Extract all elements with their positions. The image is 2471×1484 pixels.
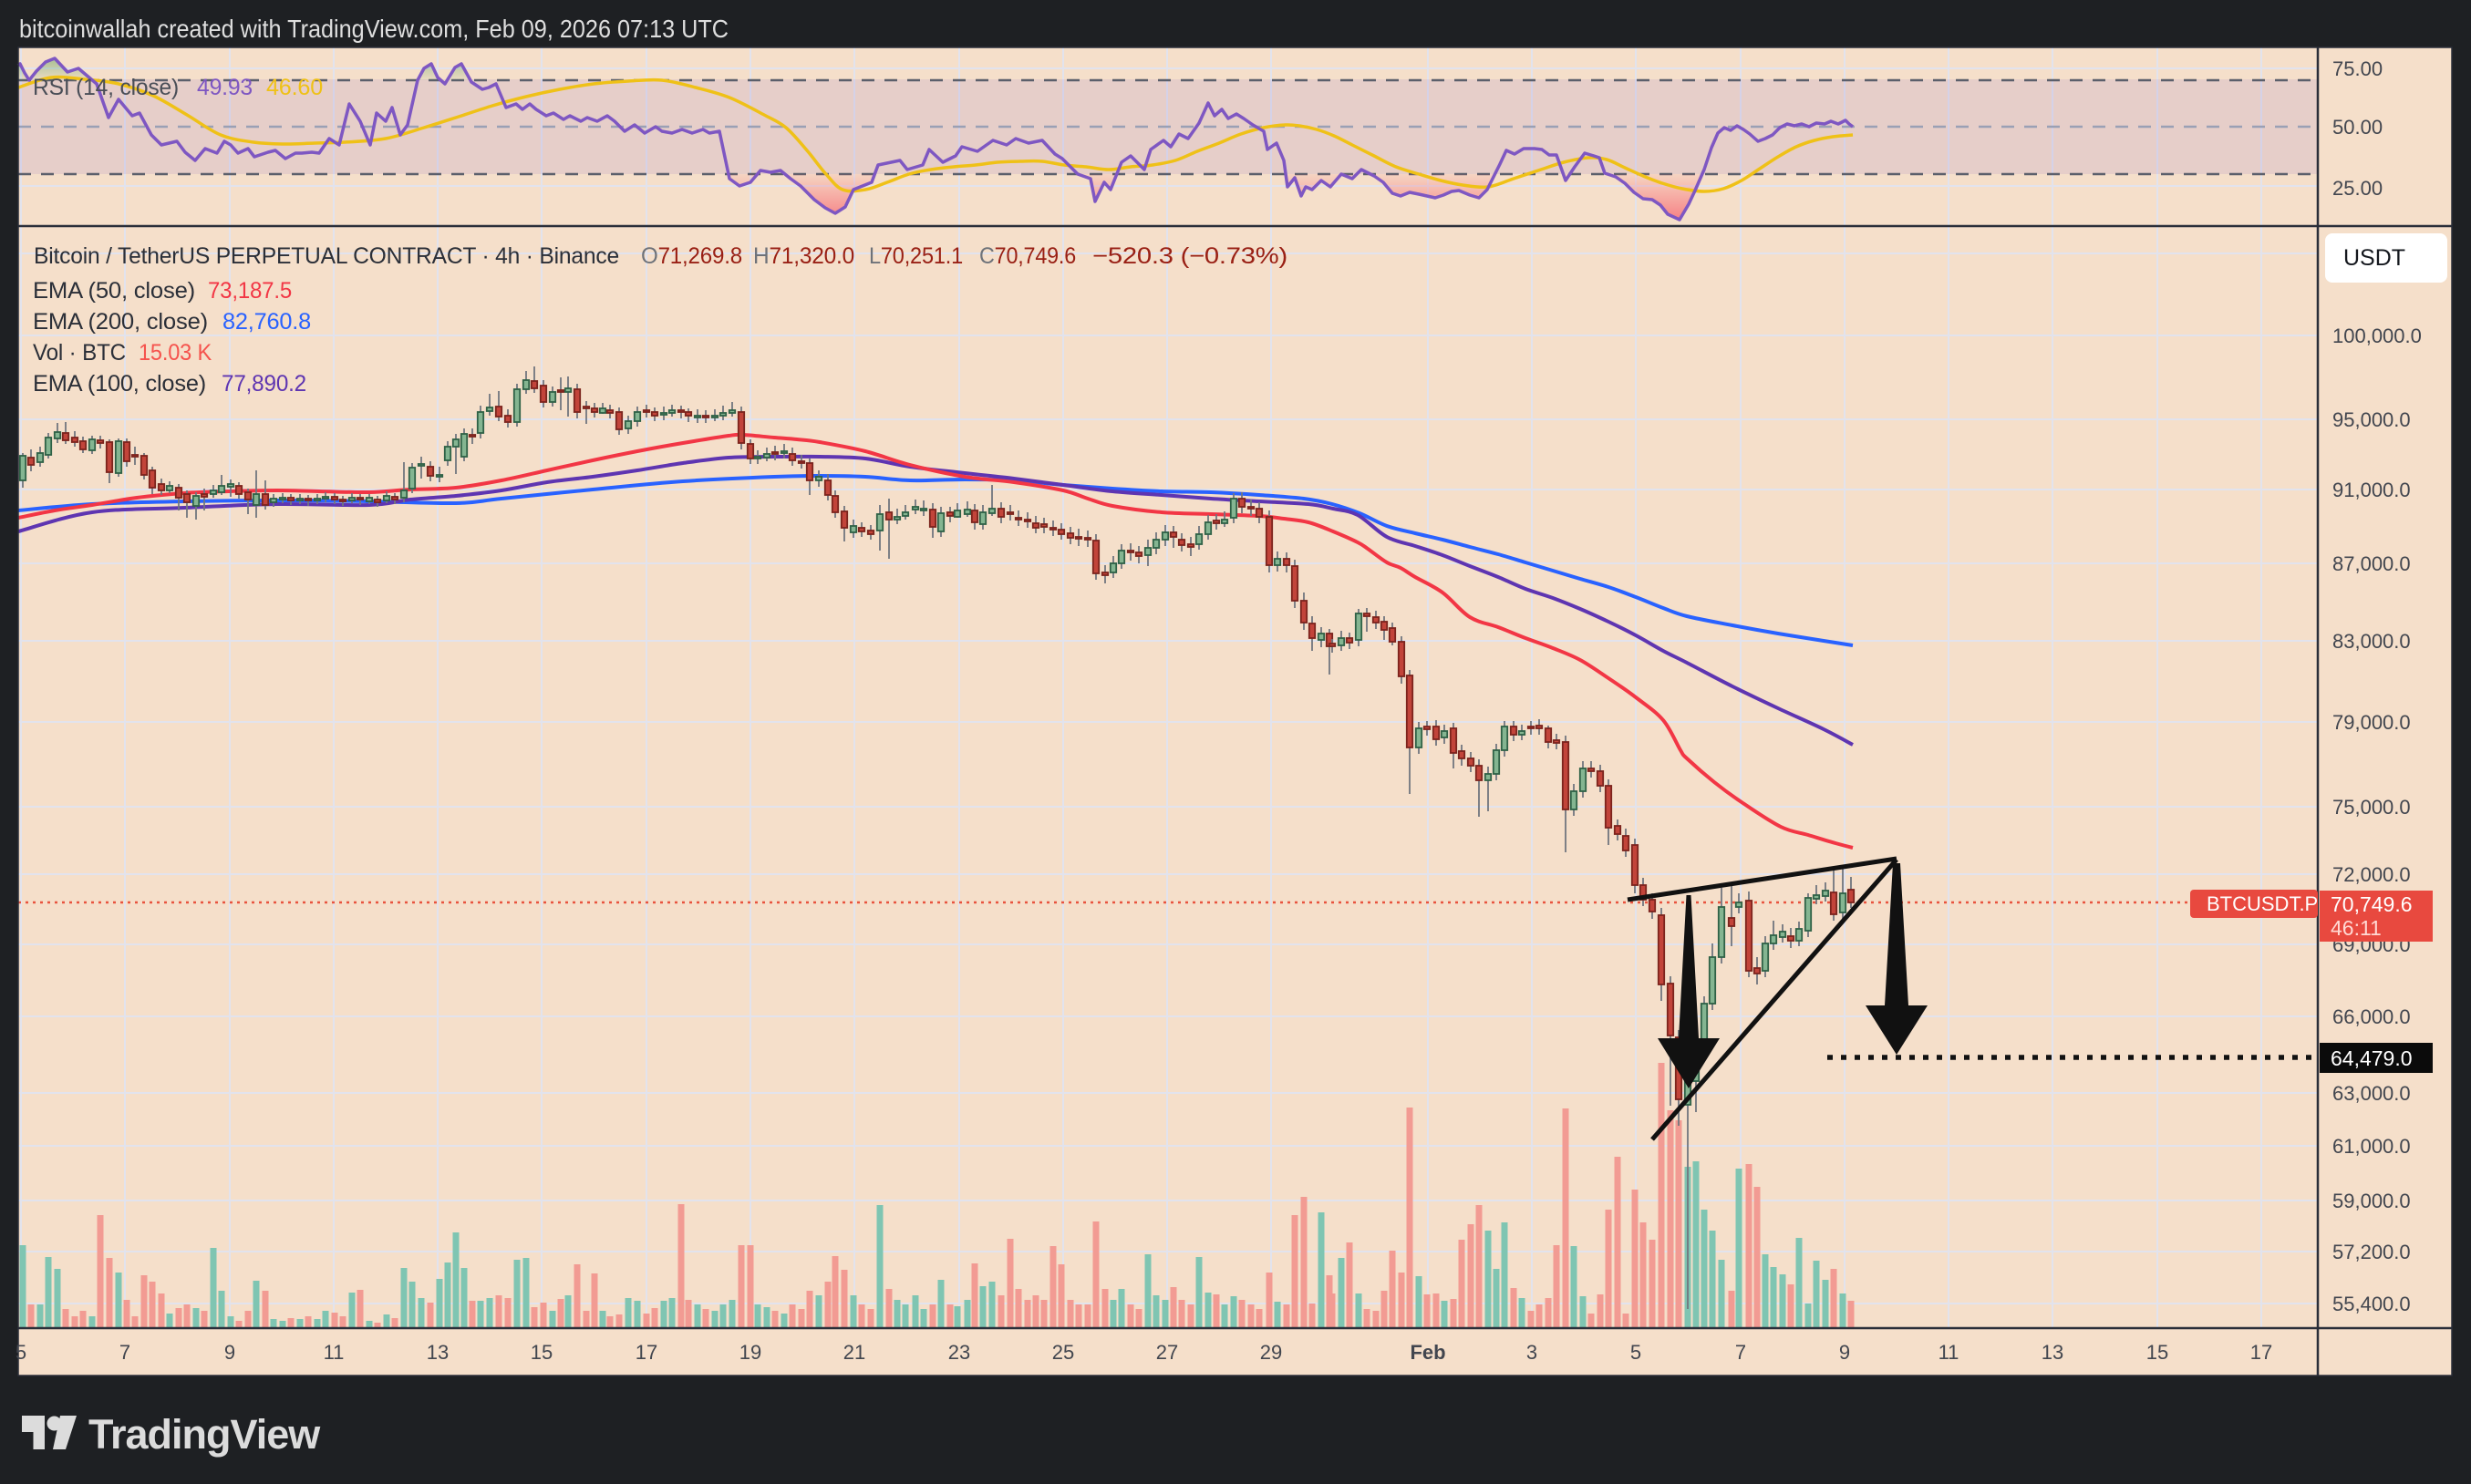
svg-text:RSI (14, close): RSI (14, close) — [33, 75, 179, 100]
svg-text:75,000.0: 75,000.0 — [2332, 796, 2411, 819]
svg-text:25.00: 25.00 — [2332, 177, 2383, 200]
svg-text:59,000.0: 59,000.0 — [2332, 1190, 2411, 1212]
svg-text:USDT: USDT — [2343, 245, 2405, 271]
svg-text:61,000.0: 61,000.0 — [2332, 1135, 2411, 1158]
svg-text:70,749.6: 70,749.6 — [2331, 892, 2413, 916]
svg-text:46:11: 46:11 — [2331, 916, 2382, 940]
svg-text:L70,251.1: L70,251.1 — [869, 243, 963, 269]
svg-text:15: 15 — [531, 1341, 553, 1364]
svg-text:23: 23 — [948, 1341, 970, 1364]
svg-text:EMA (100, close): EMA (100, close) — [33, 371, 206, 397]
svg-text:82,760.8: 82,760.8 — [222, 309, 311, 335]
svg-text:21: 21 — [843, 1341, 865, 1364]
svg-text:17: 17 — [636, 1341, 657, 1364]
svg-text:3: 3 — [1526, 1341, 1537, 1364]
svg-text:63,000.0: 63,000.0 — [2332, 1082, 2411, 1105]
svg-text:13: 13 — [2042, 1341, 2063, 1364]
svg-text:77,890.2: 77,890.2 — [222, 371, 306, 397]
svg-text:Vol · BTC: Vol · BTC — [33, 340, 126, 366]
svg-text:Feb: Feb — [1410, 1341, 1445, 1364]
svg-text:9: 9 — [1839, 1341, 1850, 1364]
svg-text:11: 11 — [324, 1341, 345, 1364]
svg-text:TradingView: TradingView — [88, 1411, 321, 1458]
svg-text:7: 7 — [119, 1341, 130, 1364]
svg-text:46.60: 46.60 — [266, 75, 323, 100]
svg-text:95,000.0: 95,000.0 — [2332, 408, 2411, 431]
svg-text:83,000.0: 83,000.0 — [2332, 630, 2411, 653]
svg-text:BTCUSDT.P: BTCUSDT.P — [2207, 892, 2318, 915]
svg-text:72,000.0: 72,000.0 — [2332, 863, 2411, 886]
svg-text:57,200.0: 57,200.0 — [2332, 1241, 2411, 1263]
svg-text:5: 5 — [1630, 1341, 1641, 1364]
svg-text:9: 9 — [224, 1341, 235, 1364]
svg-text:11: 11 — [1939, 1341, 1959, 1364]
svg-text:49.93: 49.93 — [197, 75, 253, 100]
svg-text:66,000.0: 66,000.0 — [2332, 1005, 2411, 1028]
svg-text:25: 25 — [1052, 1341, 1074, 1364]
svg-text:79,000.0: 79,000.0 — [2332, 711, 2411, 734]
svg-text:Bitcoin / TetherUS PERPETUAL C: Bitcoin / TetherUS PERPETUAL CONTRACT · … — [34, 243, 619, 269]
svg-text:13: 13 — [427, 1341, 449, 1364]
svg-text:64,479.0: 64,479.0 — [2331, 1046, 2413, 1070]
svg-text:EMA (200, close): EMA (200, close) — [33, 309, 208, 335]
svg-text:87,000.0: 87,000.0 — [2332, 552, 2411, 575]
svg-text:29: 29 — [1260, 1341, 1282, 1364]
svg-text:15: 15 — [2146, 1341, 2168, 1364]
svg-text:19: 19 — [739, 1341, 761, 1364]
svg-text:91,000.0: 91,000.0 — [2332, 479, 2411, 501]
svg-text:75.00: 75.00 — [2332, 57, 2383, 80]
svg-text:EMA (50, close): EMA (50, close) — [33, 278, 195, 304]
svg-text:H71,320.0: H71,320.0 — [753, 243, 854, 269]
svg-text:−520.3 (−0.73%): −520.3 (−0.73%) — [1092, 243, 1287, 269]
svg-text:7: 7 — [1735, 1341, 1746, 1364]
svg-text:5: 5 — [16, 1341, 26, 1364]
svg-text:50.00: 50.00 — [2332, 116, 2383, 139]
svg-text:17: 17 — [2250, 1341, 2272, 1364]
svg-text:100,000.0: 100,000.0 — [2332, 325, 2422, 347]
svg-text:C70,749.6: C70,749.6 — [979, 243, 1076, 269]
svg-text:27: 27 — [1156, 1341, 1178, 1364]
svg-text:15.03 K: 15.03 K — [139, 340, 212, 366]
svg-text:O71,269.8: O71,269.8 — [641, 243, 742, 269]
svg-text:bitcoinwallah created with Tra: bitcoinwallah created with TradingView.c… — [19, 15, 729, 43]
svg-text:73,187.5: 73,187.5 — [208, 278, 292, 304]
svg-text:55,400.0: 55,400.0 — [2332, 1293, 2411, 1315]
